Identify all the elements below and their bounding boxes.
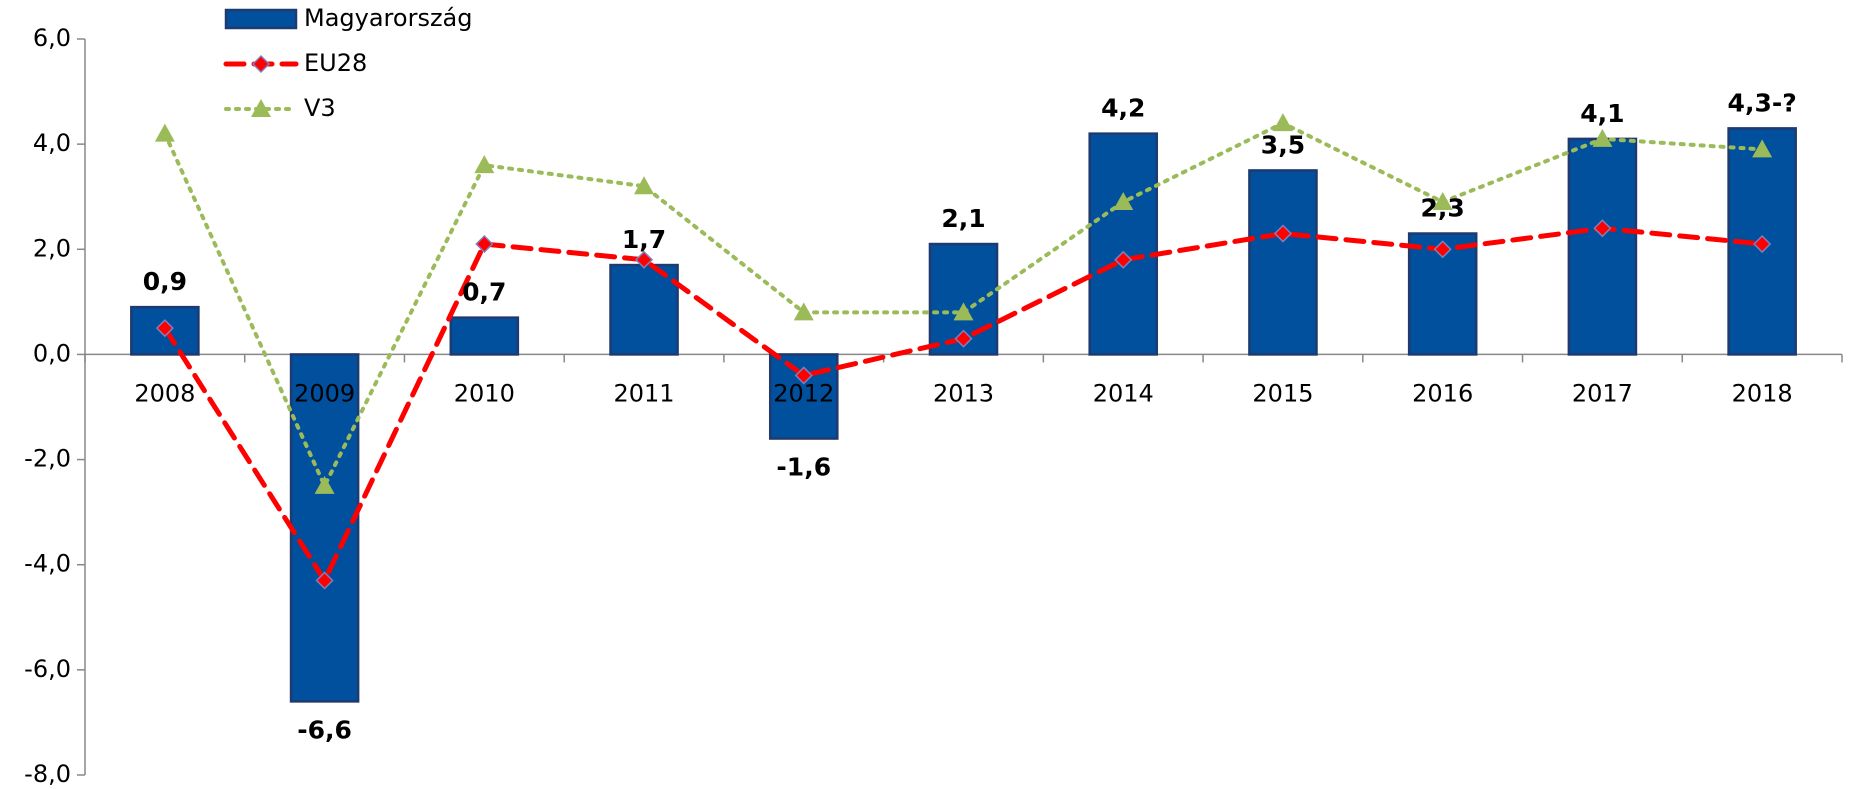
marker	[1113, 191, 1134, 210]
y-tick-label: 6,0	[33, 24, 71, 52]
x-tick-label: 2013	[933, 379, 994, 407]
data-label: 4,1	[1580, 99, 1624, 128]
data-label: 4,2	[1101, 94, 1145, 123]
y-tick-label: -4,0	[24, 550, 71, 578]
x-tick-label: 2017	[1572, 379, 1633, 407]
marker	[315, 571, 334, 590]
marker	[634, 176, 655, 195]
bar	[289, 353, 360, 703]
legend-marker	[251, 54, 271, 74]
marker	[1593, 219, 1612, 238]
marker	[474, 155, 495, 174]
bar	[449, 316, 520, 356]
data-label: -1,6	[776, 453, 831, 482]
marker	[1592, 128, 1613, 147]
x-tick-label: 2018	[1732, 379, 1793, 407]
y-tick-label: 2,0	[33, 234, 71, 262]
marker	[155, 319, 174, 338]
marker	[1752, 139, 1773, 158]
marker	[634, 250, 654, 269]
data-label: 0,9	[143, 267, 187, 296]
data-label: 0,7	[462, 278, 506, 307]
bar	[1567, 137, 1638, 356]
data-label: 1,7	[622, 225, 666, 254]
marker	[794, 366, 813, 385]
data-label: 2,1	[941, 204, 985, 233]
x-tick-label: 2014	[1093, 379, 1154, 407]
marker	[1114, 250, 1133, 269]
y-tick-label: -2,0	[24, 445, 71, 473]
x-tick-label: 2016	[1412, 379, 1473, 407]
marker	[1432, 191, 1453, 210]
marker	[1433, 240, 1452, 259]
marker	[954, 329, 973, 348]
marker	[314, 475, 335, 494]
bar	[1088, 132, 1159, 356]
bar	[1248, 169, 1318, 356]
data-label: -6,6	[297, 715, 352, 744]
x-tick-label: 2008	[134, 379, 195, 407]
legend-marker	[251, 99, 271, 117]
data-label: 3,5	[1261, 130, 1305, 159]
x-tick-label: 2015	[1252, 379, 1313, 407]
bar	[609, 263, 679, 356]
marker	[793, 302, 814, 321]
legend-swatch	[224, 8, 298, 30]
legend-label: V3	[304, 94, 336, 122]
marker	[1273, 224, 1293, 243]
x-tick-label: 2009	[294, 379, 355, 407]
marker	[154, 123, 175, 142]
marker	[475, 234, 494, 254]
y-tick-label: -8,0	[24, 760, 71, 788]
marker	[1753, 234, 1772, 254]
x-tick-label: 2011	[614, 379, 675, 407]
legend-label: Magyarország	[304, 4, 473, 32]
data-label: 4,3-?	[1728, 88, 1797, 117]
marker	[953, 302, 974, 321]
y-tick-label: 0,0	[33, 339, 71, 367]
marker	[1272, 113, 1293, 132]
y-tick-label: 4,0	[33, 129, 71, 157]
y-tick-label: -6,0	[24, 655, 71, 683]
data-label: 2,3	[1421, 194, 1465, 223]
legend-label: EU28	[304, 49, 367, 77]
x-tick-label: 2012	[773, 379, 834, 407]
x-tick-label: 2010	[454, 379, 515, 407]
